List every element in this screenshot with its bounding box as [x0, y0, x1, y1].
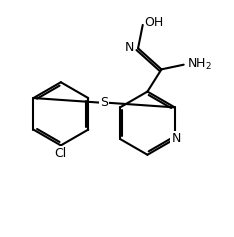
Text: NH$_2$: NH$_2$: [187, 57, 212, 72]
Text: Cl: Cl: [55, 146, 67, 160]
Text: N: N: [125, 41, 135, 54]
Text: S: S: [100, 96, 108, 109]
Text: OH: OH: [144, 16, 163, 29]
Text: N: N: [171, 132, 181, 146]
